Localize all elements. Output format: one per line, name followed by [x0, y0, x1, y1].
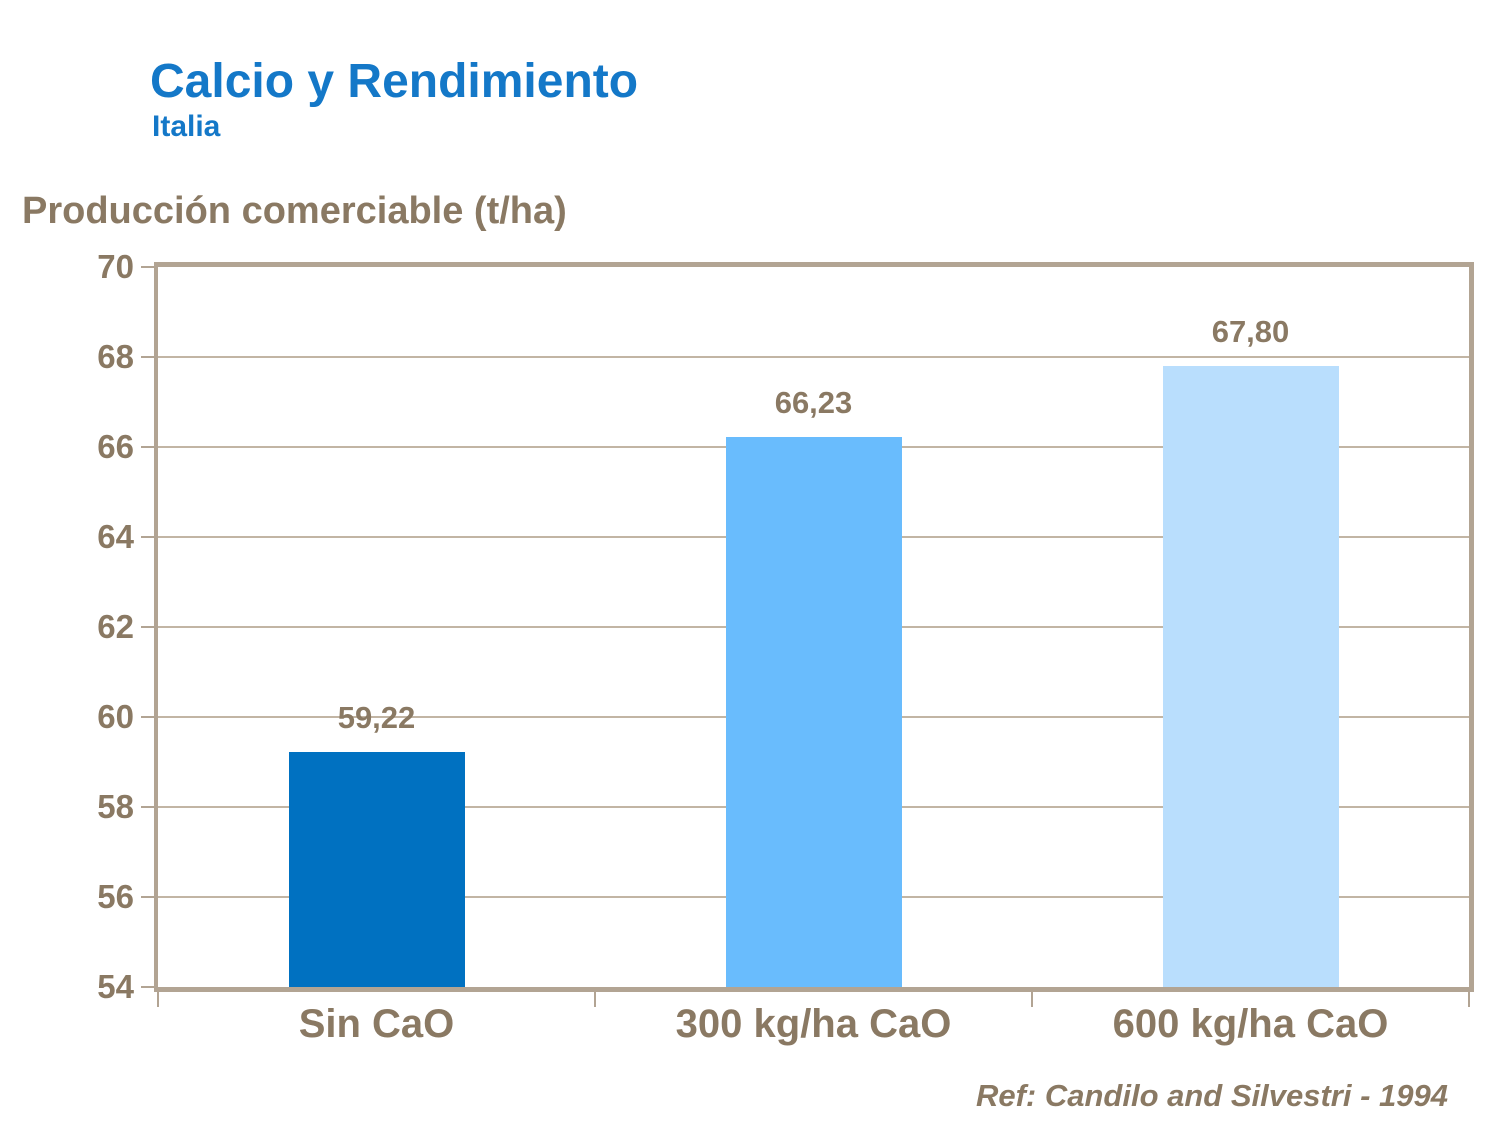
page-title: Calcio y Rendimiento: [150, 55, 639, 108]
y-axis-tick-62: [141, 626, 155, 628]
y-axis-label-56: 56: [97, 878, 134, 915]
plot-area: 59,22 66,23 67,80: [154, 262, 1474, 992]
y-axis-label-64: 64: [97, 518, 134, 555]
x-axis-tick-0: [157, 992, 159, 1007]
reference-text: Ref: Candilo and Silvestri - 1994: [975, 1078, 1448, 1113]
y-axis-label-54: 54: [97, 968, 134, 1005]
y-axis-tick-66: [141, 446, 155, 448]
y-axis-tick-70: [141, 266, 155, 268]
bar-value-label-3: 67,80: [1211, 314, 1290, 349]
x-axis-label-1: Sin CaO: [298, 1002, 455, 1046]
y-axis-label-60: 60: [97, 698, 134, 735]
bar-3: [1162, 366, 1339, 987]
x-axis-label-2: 300 kg/ha CaO: [675, 1002, 952, 1046]
y-axis-label-70: 70: [97, 248, 134, 285]
y-axis-label-66: 66: [97, 428, 134, 465]
y-axis-tick-68: [141, 356, 155, 358]
y-axis-label-62: 62: [97, 608, 134, 645]
gridline-68: [158, 356, 1469, 358]
x-axis-label-3: 600 kg/ha CaO: [1112, 1002, 1389, 1046]
y-axis-tick-54: [141, 986, 155, 988]
y-axis-title: Producción comerciable (t/ha): [22, 190, 567, 232]
y-axis-tick-64: [141, 536, 155, 538]
bar-value-label-2: 66,23: [774, 384, 853, 420]
bar-1: [288, 752, 465, 987]
x-axis-tick-2: [1031, 992, 1033, 1007]
page-subtitle: Italia: [152, 110, 221, 143]
bar-2: [725, 436, 902, 987]
y-axis-tick-60: [141, 716, 155, 718]
y-axis-tick-56: [141, 896, 155, 898]
x-axis-tick-3: [1468, 992, 1470, 1007]
bar-value-label-1: 59,22: [337, 700, 416, 736]
y-axis-label-58: 58: [97, 788, 134, 825]
y-axis-tick-58: [141, 806, 155, 808]
y-axis-label-68: 68: [97, 338, 134, 375]
x-axis-tick-1: [594, 992, 596, 1007]
